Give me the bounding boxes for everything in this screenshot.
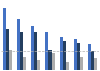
Bar (66, 62, 69, 70)
Bar (34, 32, 37, 70)
Bar (77, 43, 80, 70)
Bar (80, 57, 83, 70)
Bar (6, 29, 9, 70)
Bar (45, 32, 48, 70)
Bar (91, 51, 94, 70)
Bar (20, 32, 23, 70)
Bar (48, 50, 52, 70)
Bar (31, 25, 34, 70)
Bar (23, 57, 26, 70)
Bar (74, 39, 77, 70)
Bar (37, 60, 40, 70)
Bar (88, 44, 91, 70)
Bar (63, 41, 66, 70)
Bar (60, 37, 63, 70)
Bar (3, 8, 6, 70)
Bar (94, 58, 97, 70)
Bar (9, 50, 12, 70)
Bar (17, 19, 20, 70)
Bar (52, 53, 55, 70)
